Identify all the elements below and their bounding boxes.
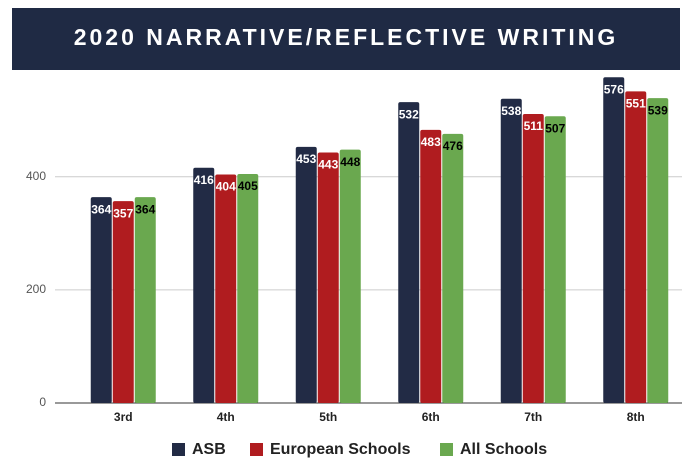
bar <box>647 98 669 403</box>
value-label: 404 <box>216 180 236 194</box>
legend-swatch <box>440 443 453 456</box>
x-tick-label: 8th <box>627 410 645 424</box>
x-tick-label: 6th <box>422 410 440 424</box>
bar <box>134 197 156 403</box>
value-label: 538 <box>501 104 521 118</box>
bar <box>112 201 134 403</box>
legend-swatch <box>172 443 185 456</box>
value-label: 532 <box>399 107 419 121</box>
bar <box>339 149 361 403</box>
y-tick-label: 200 <box>26 282 46 296</box>
value-label: 357 <box>113 206 133 220</box>
value-label: 448 <box>340 155 360 169</box>
bar <box>295 146 317 404</box>
y-tick-label: 400 <box>26 169 46 183</box>
value-label: 364 <box>91 202 111 216</box>
bar <box>193 167 215 403</box>
y-tick-label: 0 <box>39 395 46 409</box>
value-label: 416 <box>194 173 214 187</box>
x-tick-label: 7th <box>524 410 542 424</box>
bar <box>603 77 625 403</box>
legend-label: All Schools <box>460 441 547 458</box>
value-label: 539 <box>648 103 668 117</box>
legend-swatch <box>250 443 263 456</box>
value-label: 483 <box>421 135 441 149</box>
bar <box>237 173 259 403</box>
bar <box>90 197 112 403</box>
bar <box>544 116 566 403</box>
value-label: 405 <box>238 179 258 193</box>
bar <box>317 152 339 403</box>
value-label: 576 <box>604 82 624 96</box>
bar <box>625 91 647 404</box>
value-label: 476 <box>443 139 463 153</box>
bar <box>522 114 544 403</box>
bar <box>398 102 420 403</box>
chart-title: 2020 NARRATIVE/REFLECTIVE WRITING <box>74 24 619 50</box>
legend-label: ASB <box>192 441 226 458</box>
title-banner <box>12 8 680 70</box>
value-label: 443 <box>318 158 338 172</box>
x-tick-label: 4th <box>217 410 235 424</box>
value-label: 507 <box>545 121 565 135</box>
bar <box>442 133 464 404</box>
x-tick-label: 5th <box>319 410 337 424</box>
x-tick-label: 3rd <box>114 410 133 424</box>
value-label: 364 <box>135 202 155 216</box>
value-label: 453 <box>296 152 316 166</box>
bar <box>215 174 237 403</box>
bar <box>420 129 442 404</box>
value-label: 511 <box>524 119 544 133</box>
bar <box>500 98 522 404</box>
legend-label: European Schools <box>270 441 411 458</box>
value-label: 551 <box>626 97 646 111</box>
